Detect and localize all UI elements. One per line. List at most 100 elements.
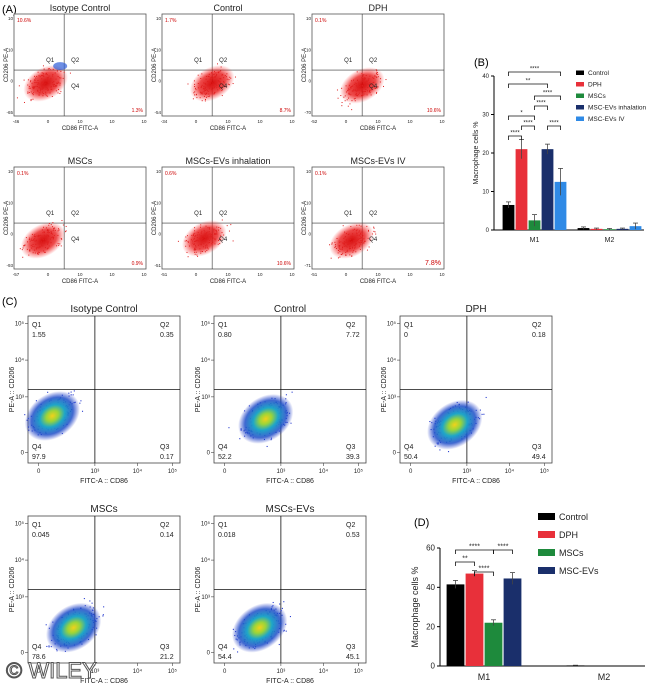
- flow-a-dot: [44, 79, 46, 81]
- flow-a-dot: [218, 72, 220, 74]
- flow-a-dot: [33, 238, 35, 240]
- flow-a-dot: [187, 256, 189, 258]
- flow-c-xtick: 10⁵: [168, 468, 178, 475]
- flow-a-dot: [207, 84, 209, 86]
- flow-a-title: MSCs: [68, 156, 93, 166]
- flow-a-dot: [200, 238, 202, 240]
- flow-a-dot: [196, 254, 198, 256]
- flow-a-dot: [220, 227, 222, 229]
- flow-a-dot: [369, 239, 371, 241]
- flow-a-dot: [347, 90, 349, 92]
- flow-a-dot: [210, 236, 212, 238]
- flow-a-q4-label: Q4: [369, 84, 378, 90]
- flow-a-dot: [42, 232, 44, 234]
- flow-a-dot: [41, 88, 43, 90]
- flow-a-dot: [41, 85, 43, 87]
- flow-a-dot: [40, 89, 42, 91]
- flow-a-dot: [361, 73, 363, 75]
- flow-a-dot: [59, 82, 61, 84]
- flow-a-dot: [200, 232, 202, 234]
- flow-a-dot: [30, 81, 32, 83]
- flow-a-dot: [48, 75, 50, 77]
- flow-c-q1-value: 0.80: [218, 332, 232, 339]
- flow-a-dot: [369, 92, 371, 94]
- flow-a-dot: [43, 226, 45, 228]
- flow-a-dot: [199, 237, 201, 239]
- flow-a-dot: [352, 235, 354, 237]
- flow-a-dot: [344, 100, 346, 102]
- flow-c-title: Control: [274, 304, 306, 315]
- flow-a-dot: [364, 81, 366, 83]
- flow-a-dot: [344, 236, 346, 238]
- flow-a-dot: [33, 86, 35, 88]
- flow-a-dot: [43, 80, 45, 82]
- flow-c-title: Isotype Control: [70, 304, 137, 315]
- flow-a-dot: [223, 82, 225, 84]
- flow-a-dot: [211, 84, 213, 86]
- flow-a-dot: [42, 241, 44, 243]
- flow-a-dot: [365, 85, 367, 87]
- flow-a-dot: [48, 82, 50, 84]
- flow-a-dot: [60, 245, 62, 247]
- flow-a-dot: [48, 223, 50, 225]
- significance-label: **: [462, 556, 468, 563]
- flow-a-dot: [201, 84, 203, 86]
- flow-a-dot: [355, 243, 357, 245]
- flow-a-ytick: 10: [8, 169, 14, 174]
- flow-a-dot: [357, 89, 359, 91]
- flow-a-dot: [377, 73, 379, 75]
- flow-a-dot: [372, 77, 374, 79]
- flow-a-dot: [39, 234, 41, 236]
- flow-a-dot: [43, 231, 45, 233]
- flow-a-dot: [217, 86, 219, 88]
- flow-a-dot: [53, 227, 55, 229]
- flow-a-dot: [196, 97, 198, 99]
- flow-a-dot: [18, 85, 20, 87]
- flow-a-dot: [201, 251, 203, 253]
- flow-a-dot: [364, 90, 366, 92]
- legend-label: Control: [588, 70, 610, 77]
- flow-c-xtick: 10⁴: [133, 468, 143, 475]
- flow-a-dot: [58, 229, 60, 231]
- flow-a-dot: [37, 71, 39, 73]
- flow-a-dot: [356, 90, 358, 92]
- flow-a-dot: [186, 235, 188, 237]
- flow-a-dot: [350, 94, 352, 96]
- flow-a-dot: [197, 87, 199, 89]
- flow-a-dot: [33, 87, 35, 89]
- flow-a-plot: MSCs 0.1% 0.9% Q1 Q2 Q4 CD86 FITC-A CD206 PE-A -…: [4, 156, 147, 285]
- bar: [541, 149, 554, 230]
- flow-c-q3-value: 49.4: [532, 454, 546, 461]
- flow-a-dot: [43, 251, 45, 253]
- flow-a-dot: [23, 245, 25, 247]
- flow-a-dot: [31, 247, 33, 249]
- flow-a-dot: [203, 95, 205, 97]
- flow-c-density: [238, 393, 294, 444]
- legend-label: MSCs: [588, 93, 606, 100]
- flow-a-dot: [32, 92, 34, 94]
- flow-a-dot: [197, 255, 199, 257]
- flow-a-dot: [217, 80, 219, 82]
- flow-a-dot: [53, 85, 55, 87]
- flow-a-dot: [345, 255, 347, 257]
- flow-a-dot: [188, 245, 190, 247]
- flow-a-dot: [217, 84, 219, 86]
- flow-a-dot: [374, 231, 376, 233]
- flow-a-dot: [215, 81, 217, 83]
- flow-a-dot: [363, 242, 365, 244]
- flow-a-dot: [212, 77, 214, 79]
- flow-a-dot: [356, 94, 358, 96]
- legend-label: MSC-EVs IV: [588, 116, 625, 123]
- flow-a-dot: [219, 82, 221, 84]
- flow-a-dot: [35, 85, 37, 87]
- flow-a-dot: [355, 92, 357, 94]
- flow-c-density: [24, 391, 80, 441]
- flow-a-xtick: 10: [407, 119, 413, 124]
- flow-a-dot: [220, 235, 222, 237]
- flow-a-dot: [52, 75, 54, 77]
- flow-a-ytick: -71: [304, 263, 311, 268]
- flow-a-dot: [34, 87, 36, 89]
- significance-bracket: [534, 95, 561, 100]
- flow-a-dot: [351, 241, 353, 243]
- flow-a-ytick: 10: [306, 16, 312, 21]
